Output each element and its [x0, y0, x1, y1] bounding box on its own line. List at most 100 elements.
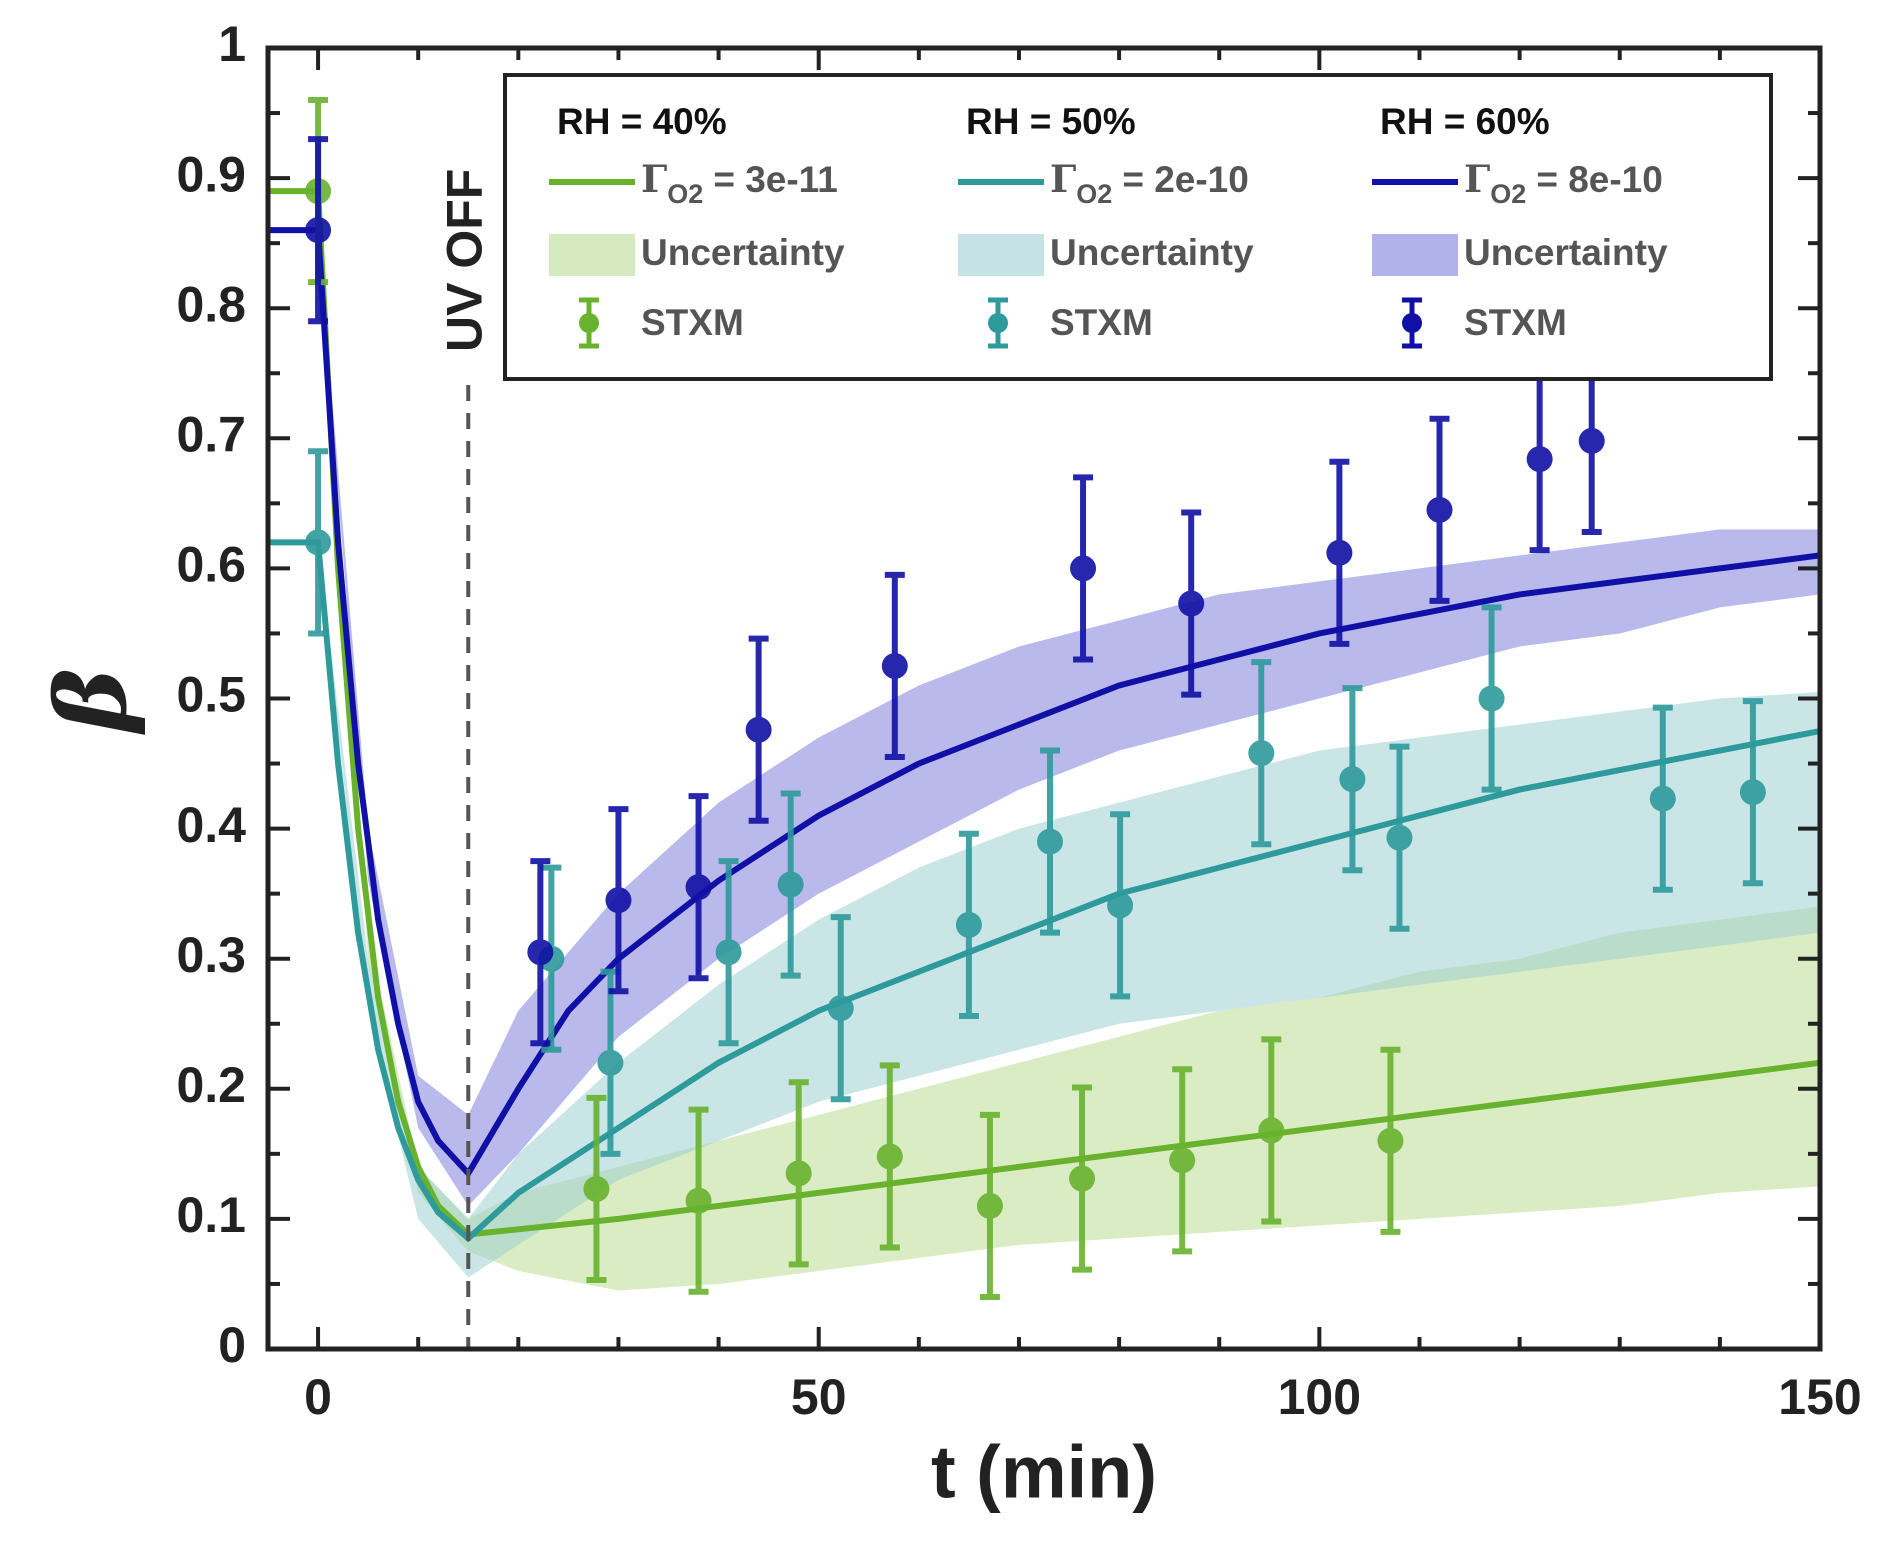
- marker: [1258, 1117, 1285, 1144]
- marker: [976, 1192, 1003, 1219]
- stxm-point: [1070, 474, 1097, 663]
- legend-text: = 8e-10: [1536, 159, 1663, 200]
- y-tick-label: 0.5: [176, 667, 246, 723]
- legend-line-label: ΓO2 = 3e-11: [641, 157, 838, 210]
- stxm-point: [1649, 704, 1676, 893]
- legend-points-label: STXM: [641, 302, 744, 343]
- marker: [745, 716, 772, 743]
- y-tick-label: 0.1: [176, 1187, 246, 1243]
- legend-band: [549, 234, 635, 276]
- stxm-point: [1386, 743, 1413, 932]
- y-tick-label: 0.9: [176, 146, 246, 202]
- marker: [1248, 740, 1275, 767]
- stxm-point: [685, 1106, 712, 1295]
- uncertainty-band: [318, 191, 1820, 1291]
- model-line: [268, 539, 1820, 1243]
- marker: [527, 939, 554, 966]
- marker: [827, 995, 854, 1022]
- stxm-point: [777, 790, 804, 979]
- legend-subscript: O2: [1076, 179, 1112, 209]
- legend-title: RH = 60%: [1380, 101, 1550, 142]
- stxm-point: [876, 1062, 903, 1251]
- stxm-point: [1326, 458, 1353, 647]
- uv-off-label: UV OFF: [436, 169, 492, 352]
- legend-points-label: STXM: [1464, 302, 1567, 343]
- stxm-point: [715, 858, 742, 1047]
- stxm-point: [1339, 685, 1366, 874]
- marker: [583, 1175, 610, 1202]
- marker: [1069, 1165, 1096, 1192]
- marker: [605, 887, 632, 914]
- stxm-point: [583, 1094, 610, 1284]
- legend-band-label: Uncertainty: [641, 232, 845, 273]
- stxm-point: [527, 858, 554, 1047]
- marker: [1326, 539, 1353, 566]
- stxm-point: [1037, 747, 1064, 936]
- x-tick-label: 0: [304, 1369, 332, 1425]
- marker: [1377, 1127, 1404, 1154]
- marker: [881, 652, 908, 679]
- marker: [1339, 766, 1366, 793]
- marker: [1037, 828, 1064, 855]
- stxm-point: [305, 136, 332, 325]
- stxm-point: [745, 635, 772, 824]
- y-tick-label: 0.8: [176, 276, 246, 332]
- y-tick-label: 0.6: [176, 537, 246, 593]
- legend-symbol: Γ: [641, 157, 667, 201]
- marker: [1107, 892, 1134, 919]
- legend-box: [503, 73, 1773, 381]
- marker: [685, 874, 712, 901]
- plot-area: [268, 97, 1820, 1300]
- legend-band-label: Uncertainty: [1050, 232, 1254, 273]
- stxm-point: [955, 830, 982, 1019]
- marker: [876, 1143, 903, 1170]
- legend-points-label: STXM: [1050, 302, 1153, 343]
- stxm-point: [785, 1079, 812, 1268]
- y-axis-label: β: [35, 668, 148, 735]
- marker: [1169, 1147, 1196, 1174]
- stxm-point: [1107, 811, 1134, 1000]
- legend-band-label: Uncertainty: [1464, 232, 1668, 273]
- stxm-point: [976, 1111, 1003, 1300]
- legend-text: = 2e-10: [1122, 159, 1249, 200]
- marker: [777, 871, 804, 898]
- legend-band: [1372, 234, 1458, 276]
- stxm-point: [605, 806, 632, 995]
- marker: [1478, 685, 1505, 712]
- marker: [715, 939, 742, 966]
- marker: [1526, 446, 1553, 473]
- legend-line-label: ΓO2 = 8e-10: [1464, 157, 1663, 210]
- y-tick-label: 0.4: [176, 797, 246, 853]
- x-axis-label: t (min): [931, 1431, 1157, 1514]
- uncertainty-band: [318, 230, 1820, 1206]
- legend-symbol: Γ: [1464, 157, 1490, 201]
- legend-marker: [1402, 313, 1422, 333]
- legend-line-label: ΓO2 = 2e-10: [1050, 157, 1249, 210]
- y-tick-label: 0.2: [176, 1057, 246, 1113]
- legend-text: = 3e-11: [713, 159, 837, 200]
- marker: [1426, 496, 1453, 523]
- marker: [785, 1160, 812, 1187]
- stxm-point: [881, 571, 908, 761]
- stxm-point: [1478, 604, 1505, 793]
- legend-subscript: O2: [1490, 179, 1526, 209]
- stxm-point: [1426, 415, 1453, 604]
- stxm-point: [1069, 1084, 1096, 1273]
- plot-frame: [265, 45, 1823, 1352]
- stxm-point: [305, 448, 332, 637]
- legend-subscript: O2: [667, 179, 703, 209]
- marker: [685, 1187, 712, 1214]
- x-tick-label: 100: [1278, 1369, 1361, 1425]
- y-tick-label: 0: [218, 1317, 246, 1373]
- marker: [1649, 785, 1676, 812]
- x-tick-label: 150: [1778, 1369, 1861, 1425]
- stxm-point: [1258, 1036, 1285, 1225]
- legend-title: RH = 50%: [966, 101, 1136, 142]
- model-line: [268, 227, 1820, 1179]
- marker: [597, 1049, 624, 1076]
- stxm-point: [1526, 365, 1553, 554]
- model-line: [268, 188, 1820, 1238]
- stxm-point: [1169, 1066, 1196, 1255]
- stxm-point: [1178, 509, 1205, 698]
